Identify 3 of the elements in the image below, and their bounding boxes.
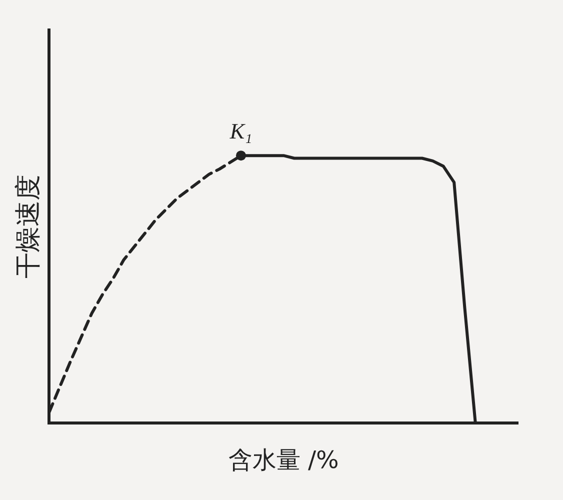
y-axis-title: 干燥速度 bbox=[13, 174, 44, 278]
annotation: K₁ bbox=[228, 118, 252, 144]
x-axis-title: 含水量 /% bbox=[228, 446, 339, 474]
